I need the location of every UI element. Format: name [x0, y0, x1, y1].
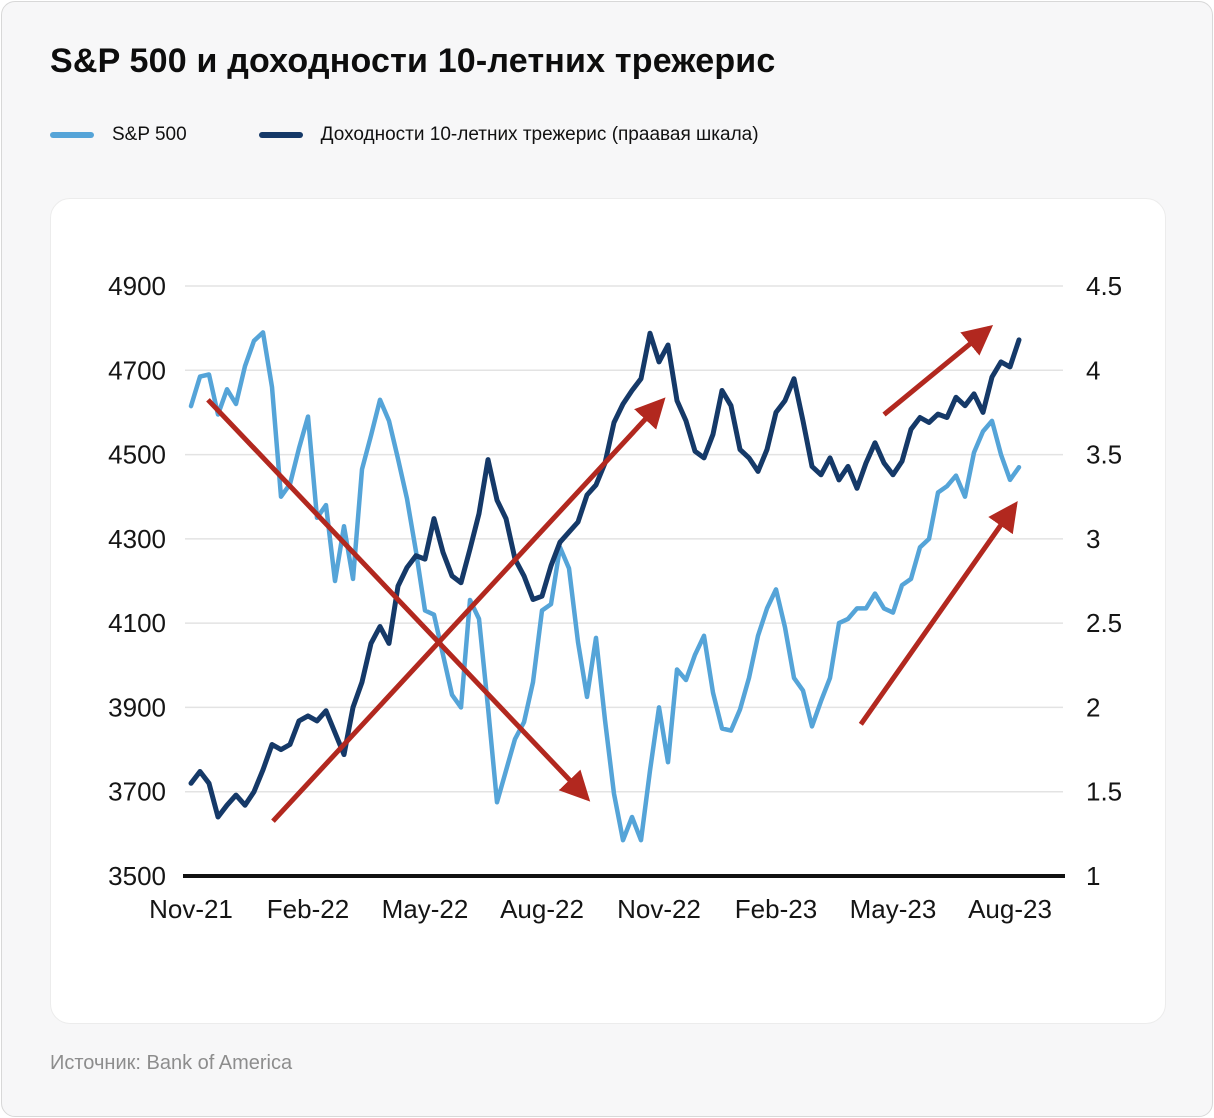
source-note: Источник: Bank of America	[50, 1052, 293, 1074]
svg-text:May-23: May-23	[850, 894, 937, 924]
svg-text:3.5: 3.5	[1086, 440, 1122, 470]
svg-text:3500: 3500	[108, 861, 166, 891]
svg-text:3900: 3900	[108, 692, 166, 722]
svg-text:3700: 3700	[108, 777, 166, 807]
svg-text:Aug-22: Aug-22	[500, 894, 584, 924]
svg-text:1: 1	[1086, 861, 1100, 891]
svg-text:3: 3	[1086, 524, 1100, 554]
svg-text:2: 2	[1086, 692, 1100, 722]
sp500-line-swatch-icon	[50, 132, 94, 138]
svg-text:2.5: 2.5	[1086, 608, 1122, 638]
chart-card: 4900 4700 4500 4300 4100 3900 3700 3500 4.5 4 3.5 3…	[50, 198, 1166, 1024]
svg-text:May-22: May-22	[382, 894, 469, 924]
svg-text:4.5: 4.5	[1086, 271, 1122, 301]
svg-text:4: 4	[1086, 355, 1100, 385]
svg-text:Nov-21: Nov-21	[149, 894, 233, 924]
svg-text:4500: 4500	[108, 440, 166, 470]
dual-axis-line-chart: 4900 4700 4500 4300 4100 3900 3700 3500 4.5 4 3.5 3…	[108, 271, 1122, 924]
page-title: S&P 500 и доходности 10-летних трежерис	[50, 42, 776, 80]
svg-text:Nov-22: Nov-22	[617, 894, 701, 924]
yield-line-swatch-icon	[258, 132, 303, 138]
svg-text:4300: 4300	[108, 524, 166, 554]
svg-text:Feb-22: Feb-22	[267, 894, 349, 924]
svg-text:Aug-23: Aug-23	[968, 894, 1052, 924]
svg-text:4700: 4700	[108, 355, 166, 385]
svg-text:4100: 4100	[108, 608, 166, 638]
svg-text:Feb-23: Feb-23	[735, 894, 817, 924]
legend: S&P 500 Доходности 10-летних трежерис (п…	[50, 124, 759, 146]
legend-label-sp500: S&P 500	[112, 124, 187, 145]
svg-text:4900: 4900	[108, 271, 166, 301]
svg-text:1.5: 1.5	[1086, 777, 1122, 807]
legend-item-yield: Доходности 10-летних трежерис (праавая ш…	[258, 124, 759, 146]
legend-label-yield: Доходности 10-летних трежерис (праавая ш…	[320, 124, 759, 145]
legend-item-sp500: S&P 500	[50, 124, 187, 146]
